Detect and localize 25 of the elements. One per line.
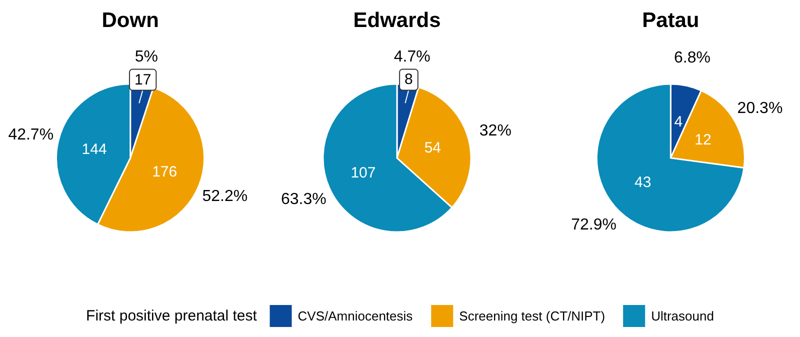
text: 20.3%: [737, 100, 783, 118]
chart-title: Edwards: [353, 9, 441, 32]
text: 52.2%: [202, 188, 248, 206]
data-label: 4: [674, 113, 683, 130]
chart-title: Down: [102, 9, 159, 32]
data-label: 54: [424, 140, 442, 157]
data-label: 8: [404, 71, 413, 88]
legend-label: CVS/Amniocentesis: [298, 308, 414, 324]
data-label: 107: [350, 164, 376, 182]
legend-label: Screening test (CT/NIPT): [459, 308, 606, 324]
data-label: 43: [634, 174, 652, 191]
text: 32%: [479, 122, 512, 140]
text: 72.9%: [571, 216, 616, 234]
data-label: 176: [152, 163, 178, 180]
data-label: 12: [694, 132, 712, 149]
chart-title: Patau: [642, 9, 700, 32]
text: 42.7%: [8, 126, 54, 144]
legend-label: Ultrasound: [651, 308, 714, 324]
data-label: 17: [134, 71, 152, 88]
text: 5%: [134, 48, 158, 66]
text: 4.7%: [394, 48, 430, 66]
data-label: 144: [82, 141, 107, 158]
text: 6.8%: [674, 50, 710, 67]
legend-title: First positive prenatal test: [86, 308, 258, 324]
text: 63.3%: [280, 190, 326, 208]
